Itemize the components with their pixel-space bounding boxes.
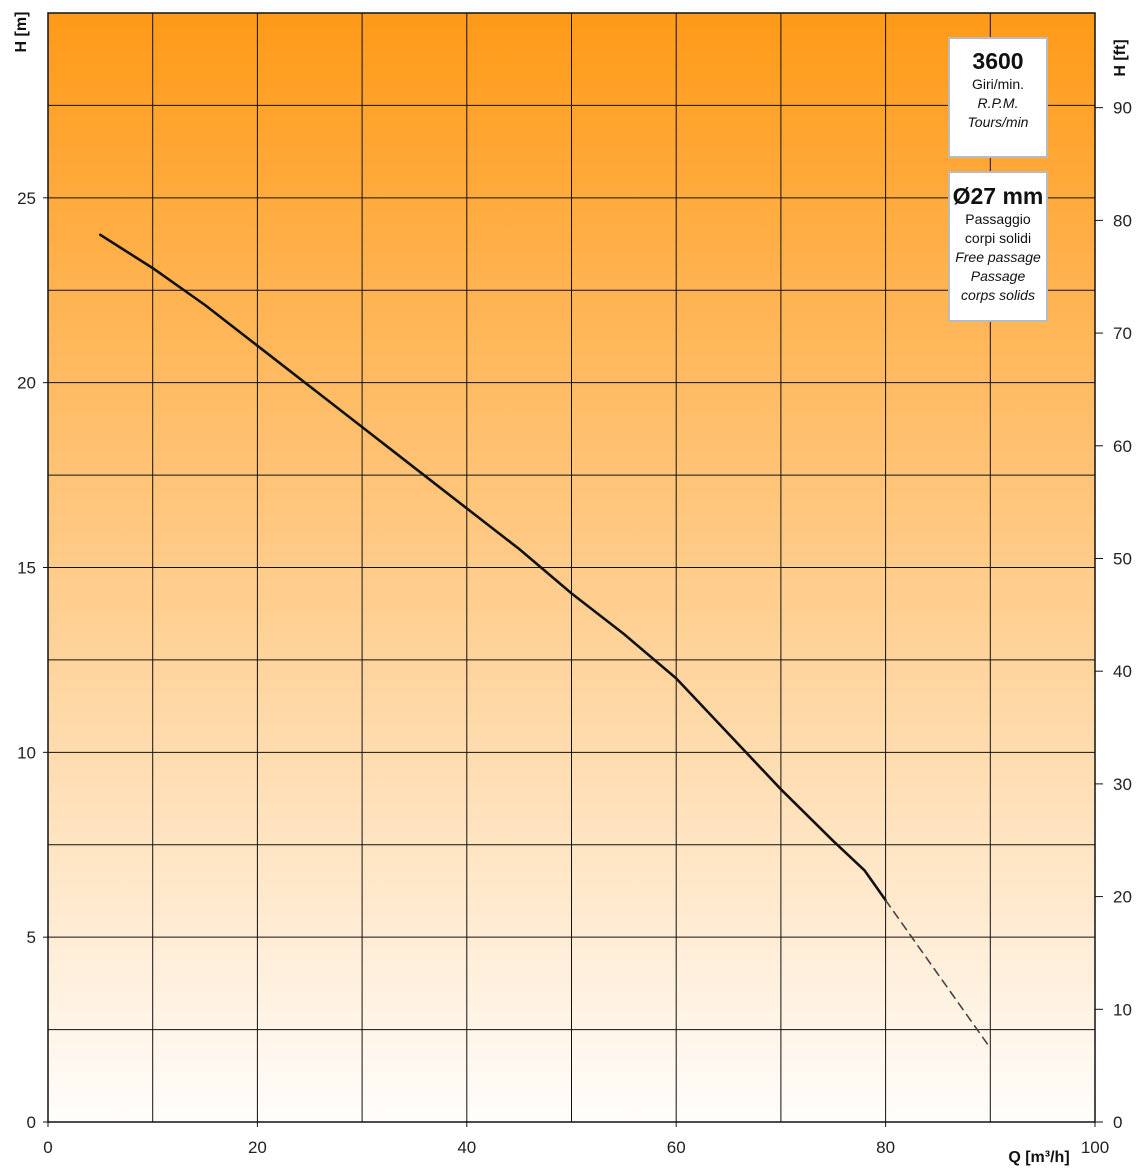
y2-tick-label: 80	[1113, 211, 1132, 230]
passage-label-it-1: Passaggio	[965, 211, 1031, 227]
speed-unit-en: R.P.M.	[977, 95, 1019, 111]
y-axis-left: 0 5 10 15 20 25	[17, 189, 48, 1132]
speed-info-box: 3600 Giri/min. R.P.M. Tours/min	[948, 37, 1048, 158]
speed-unit-it: Giri/min.	[971, 76, 1025, 92]
y2-tick-label: 0	[1113, 1113, 1122, 1132]
passage-value: Ø27 mm	[952, 183, 1044, 209]
y-tick-label: 20	[17, 374, 36, 393]
y2-tick-label: 60	[1113, 437, 1132, 456]
y2-tick-label: 50	[1113, 549, 1132, 568]
y-tick-label: 25	[17, 189, 36, 208]
y-axis-right: 0 10 20 30 40 50 60 70 80 90	[1095, 99, 1132, 1132]
x-axis-title: Q [m³/h]	[1008, 1149, 1069, 1166]
y-axis-title-left: H [m]	[13, 12, 30, 53]
x-tick-label: 40	[457, 1138, 476, 1157]
pump-curve-extension	[884, 899, 992, 1049]
passage-label-fr-1: Passage	[970, 268, 1026, 284]
x-axis: 0 20 40 60 80 100	[43, 1122, 1109, 1157]
speed-unit-fr: Tours/min	[967, 114, 1029, 130]
y2-tick-label: 30	[1113, 775, 1132, 794]
y2-tick-label: 90	[1113, 99, 1132, 118]
x-tick-label: 100	[1081, 1138, 1109, 1157]
speed-value: 3600	[972, 48, 1024, 74]
pump-curve-line	[99, 233, 887, 902]
x-tick-label: 60	[667, 1138, 686, 1157]
y-tick-label: 15	[17, 559, 36, 578]
series-layer	[99, 233, 992, 1049]
passage-info-box: Ø27 mm Passaggio corpi solidi Free passa…	[948, 171, 1048, 322]
y2-tick-label: 10	[1113, 1000, 1132, 1019]
passage-label-en: Free passage	[955, 249, 1041, 265]
x-tick-label: 20	[248, 1138, 267, 1157]
passage-label-it-2: corpi solidi	[964, 230, 1032, 246]
y2-tick-label: 70	[1113, 324, 1132, 343]
y2-tick-label: 40	[1113, 662, 1132, 681]
passage-label-fr-2: corps solids	[961, 287, 1035, 303]
y-tick-label: 10	[17, 743, 36, 762]
x-tick-label: 0	[43, 1138, 52, 1157]
y2-tick-label: 20	[1113, 888, 1132, 907]
y-axis-title-right: H [ft]	[1112, 39, 1129, 76]
x-tick-label: 80	[876, 1138, 895, 1157]
y-tick-label: 5	[27, 928, 36, 947]
y-tick-label: 0	[27, 1113, 36, 1132]
